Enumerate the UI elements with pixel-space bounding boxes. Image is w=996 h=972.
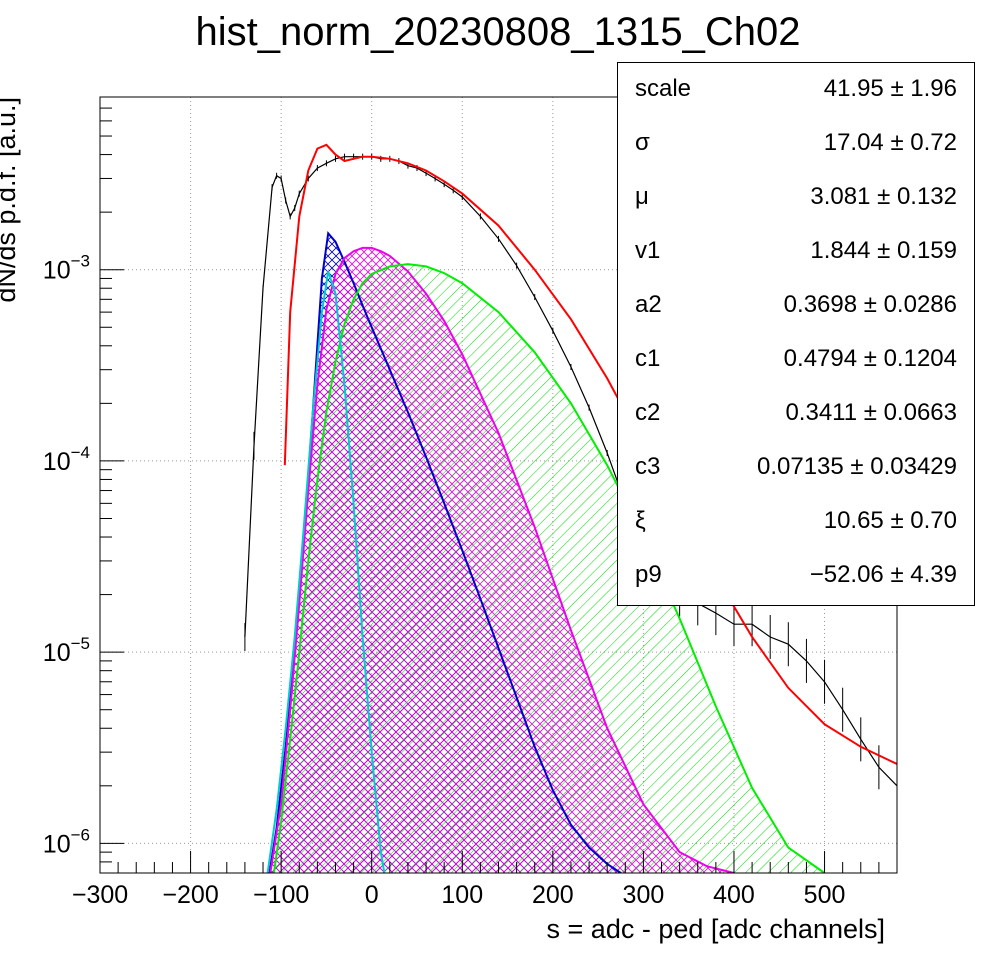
x-tick-label: −100 (253, 881, 309, 909)
fit-curves (266, 143, 897, 873)
stat-name: c3 (635, 453, 661, 480)
stat-row: v1 1.844 ± 0.159 (618, 225, 974, 279)
fit-curve-0 (283, 143, 897, 765)
x-tick-label: 100 (441, 881, 483, 909)
stat-value: 41.95 ± 1.96 (823, 75, 957, 102)
stat-value: −52.06 ± 4.39 (809, 561, 957, 588)
x-tick-label: 200 (532, 881, 574, 909)
stat-row: ξ 10.65 ± 0.70 (618, 495, 974, 549)
stat-name: scale (635, 75, 692, 102)
stat-row: μ 3.081 ± 0.132 (618, 171, 974, 225)
x-tick-label: 400 (713, 881, 755, 909)
stat-value: 1.844 ± 0.159 (810, 237, 957, 264)
stat-value: 0.4794 ± 0.1204 (783, 345, 957, 372)
component-fills (269, 233, 825, 873)
fit-curve-4 (266, 271, 386, 873)
stat-value: 0.3698 ± 0.0286 (783, 291, 957, 318)
stat-name: v1 (635, 237, 661, 264)
stat-name: ξ (635, 507, 646, 534)
x-tick-label: 300 (623, 881, 665, 909)
fit-stats-box: scale 41.95 ± 1.96 σ 17.04 ± 0.72 μ 3.081 ±… (617, 62, 975, 606)
stat-name: c2 (635, 399, 661, 426)
x-tick-label: 0 (365, 881, 379, 909)
y-tick-label: 10−3 (43, 252, 90, 285)
histogram-trace (244, 156, 897, 787)
stat-name: a2 (635, 291, 662, 318)
stat-row: σ 17.04 ± 0.72 (618, 117, 974, 171)
stat-value: 0.07135 ± 0.03429 (756, 453, 957, 480)
fit-curve-2 (269, 246, 735, 873)
stat-value: 17.04 ± 0.72 (823, 129, 957, 156)
stat-row: scale 41.95 ± 1.96 (618, 63, 974, 117)
y-tick-label: 10−5 (43, 634, 90, 667)
y-tick-label: 10−4 (43, 443, 90, 476)
stat-row: a2 0.3698 ± 0.0286 (618, 279, 974, 333)
stat-row: c3 0.07135 ± 0.03429 (618, 441, 974, 495)
stat-name: μ (635, 183, 649, 210)
stat-value: 3.081 ± 0.132 (810, 183, 957, 210)
x-tick-label: 500 (804, 881, 846, 909)
stat-value: 0.3411 ± 0.0663 (785, 399, 957, 426)
stat-name: p9 (635, 561, 662, 588)
chart-title: hist_norm_20230808_1315_Ch02 (195, 10, 801, 54)
stat-value: 10.65 ± 0.70 (823, 507, 957, 534)
x-axis-label: s = adc - ped [adc channels] (547, 914, 885, 944)
stat-row: c1 0.4794 ± 0.1204 (618, 333, 974, 387)
y-tick-label: 10−6 (43, 825, 90, 858)
axis-ticks: −300 −200 −100 0 100 200 300 400 500 10−6 10−5 10−4… (43, 96, 898, 909)
stat-row: p9 −52.06 ± 4.39 (618, 549, 974, 603)
x-tick-label: −200 (162, 881, 218, 909)
stat-row: c2 0.3411 ± 0.0663 (618, 387, 974, 441)
stat-name: σ (635, 129, 650, 156)
x-tick-label: −300 (72, 881, 128, 909)
stat-name: c1 (635, 345, 661, 372)
y-axis-label: dN/ds p.d.f. [a.u.] (0, 97, 21, 303)
